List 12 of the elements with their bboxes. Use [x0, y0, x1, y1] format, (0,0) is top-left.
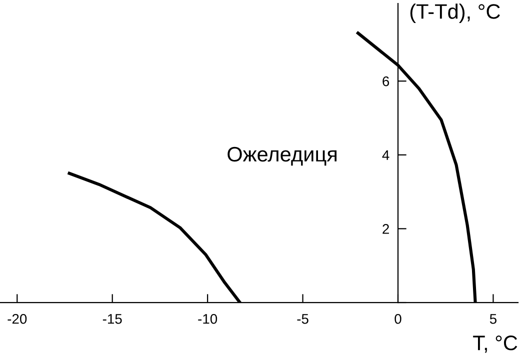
y-tick-label: 6	[382, 76, 390, 86]
x-axis-title: T, °C	[473, 336, 518, 353]
x-tick-label: -5	[297, 314, 308, 324]
x-tick-label: 5	[490, 314, 496, 324]
y-tick-label: 4	[382, 150, 390, 160]
x-tick-label: -20	[8, 314, 27, 324]
y-tick-label: 2	[382, 224, 389, 234]
x-tick-label: -15	[102, 314, 122, 324]
y-axis-title: (T-Td), °C	[410, 4, 500, 23]
x-tick-label: 0	[394, 314, 402, 324]
x-tick-label: -10	[198, 314, 218, 324]
annotation: Ожеледиця	[228, 146, 336, 166]
